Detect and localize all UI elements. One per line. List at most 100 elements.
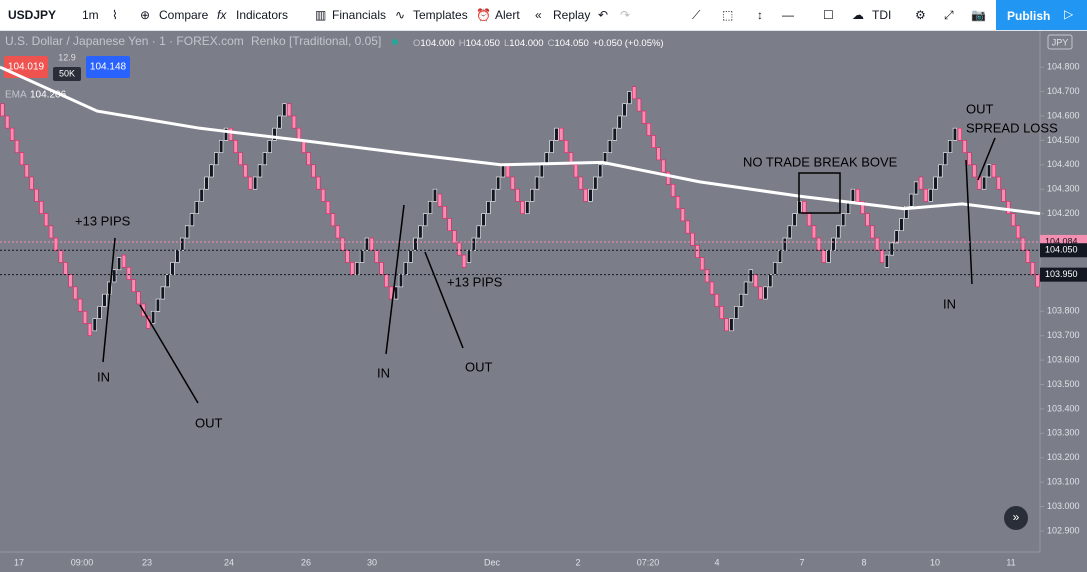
brick [214,152,219,166]
scroll-button[interactable] [1004,506,1028,530]
brick [1025,249,1030,263]
brick [748,269,753,283]
y-tick-label: 103.100 [1047,477,1080,487]
brick [199,188,204,202]
annotation: OUT [465,359,493,374]
snapshot-icon[interactable]: 📷 [971,8,986,22]
indicators-icon[interactable]: fx [217,8,227,22]
fullscreen-icon[interactable]: ⤢ [944,8,954,22]
currency: JPY [1052,37,1069,47]
scroll-icon[interactable]: » [1013,510,1020,524]
brick [136,291,141,305]
settings-icon[interactable]: ⚙ [915,8,926,22]
brick [0,103,5,117]
compare-icon[interactable]: ⊕ [140,8,151,22]
brick [29,176,34,190]
publish-icon[interactable]: ▷ [1064,7,1074,21]
publish-button[interactable]: Publish ▷ [996,0,1087,30]
annotations: +13 PIPS IN OUT IN OUT +13 PIPS NO TRADE BREAK… [75,101,1058,430]
symbol[interactable]: USDJPY [8,8,57,22]
brick [967,152,972,166]
bar-style-icon[interactable]: ⌇ [112,8,118,22]
legend-title: U.S. Dollar / Japanese Yen · 1 · FOREX.c… [5,34,244,48]
ema-name: EMA [5,90,27,101]
layout-icon[interactable]: ☐ [823,8,834,22]
y-tick-label: 103.200 [1047,452,1080,462]
brick [632,86,637,100]
cloud-icon[interactable]: ☁ [852,8,864,22]
vline-tool[interactable]: ↕ [757,8,763,22]
brick [374,249,379,263]
brick [670,184,676,197]
volume: 50K [59,68,75,78]
brick [515,188,520,202]
brick [102,293,107,307]
brick [656,147,661,161]
brick [19,152,24,166]
replay[interactable]: Replay [553,8,591,22]
ema-line [0,65,1041,216]
y-tick-label: 103.700 [1047,330,1080,340]
undo[interactable]: ↶ [598,8,609,22]
replay-icon[interactable]: « [535,8,542,22]
ohlc-key: H [459,38,466,49]
brick [155,298,161,312]
brick [34,188,39,202]
brick [641,110,647,124]
brick [277,115,282,129]
price-tag-label: 103.950 [1045,269,1078,279]
brick [384,274,389,288]
rect-tool[interactable]: ⬚ [722,8,734,22]
brick [651,135,656,149]
x-tick-label: 8 [861,557,866,567]
trend-line-tool[interactable]: ⟋ [692,8,701,22]
brick [991,164,996,178]
chart-background [0,31,1087,572]
brick [398,274,404,288]
brick [131,279,136,293]
x-tick-label: 30 [367,557,377,567]
brick [811,225,817,239]
publish[interactable]: Publish [1007,9,1051,23]
buy-price[interactable]: 104.148 [90,62,127,73]
sell-price[interactable]: 104.019 [8,62,45,73]
brick [598,164,603,178]
hline-tool[interactable]: — [782,8,794,22]
brick [860,201,865,214]
alert-icon[interactable]: ⏰ [476,8,491,22]
x-tick-label: Dec [484,557,501,567]
brick [768,274,773,288]
y-tick-label: 103.800 [1047,306,1080,316]
brick [180,237,185,251]
brick [359,249,365,263]
brick [700,257,705,271]
interval[interactable]: 1m [82,8,99,22]
templates-icon[interactable]: ∿ [395,8,406,22]
alert[interactable]: Alert [495,8,520,22]
brick [10,127,15,141]
brick [345,249,350,263]
y-tick-label: 103.600 [1047,354,1080,364]
brick [325,201,331,214]
financials[interactable]: Financials [332,8,387,22]
buy-box[interactable] [86,56,130,78]
brick [612,127,617,141]
financials-icon[interactable]: ▥ [315,8,327,22]
annotation-arrow [139,304,199,404]
x-tick-label: 24 [224,557,234,567]
brick [957,127,962,141]
indicators[interactable]: Indicators [236,8,289,22]
template-name[interactable]: TDI [872,8,892,22]
annotation: NO TRADE BREAK BOVE [743,154,898,169]
ohlc-value: 104.050 [466,38,500,49]
brick [831,237,836,251]
toolbar: USDJPY 1m ⌇ ⊕ Compare fx Indicators ▥ Fi… [0,0,1087,31]
annotation-arrow [977,137,996,181]
price-tag-label: 104.084 [1045,236,1078,246]
brick [909,193,914,207]
compare[interactable]: Compare [159,8,209,22]
brick [773,262,778,275]
brick [1030,262,1035,275]
redo[interactable]: ↷ [620,8,631,22]
templates[interactable]: Templates [413,8,468,22]
